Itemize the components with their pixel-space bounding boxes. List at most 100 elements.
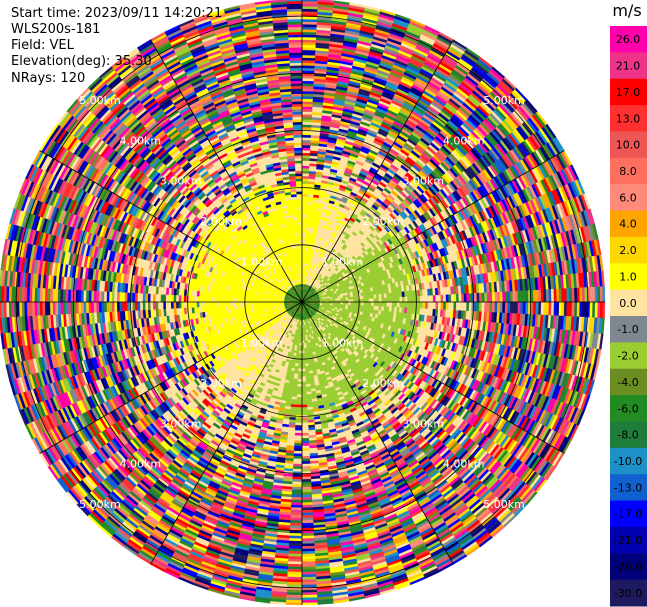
velocity-cell <box>363 298 367 303</box>
velocity-cell <box>360 295 364 300</box>
velocity-cell <box>301 245 306 249</box>
velocity-cell <box>468 292 472 303</box>
velocity-cell <box>301 114 313 118</box>
velocity-cell <box>301 219 307 223</box>
velocity-cell <box>502 291 506 303</box>
velocity-cell <box>301 0 319 2</box>
velocity-cell <box>365 294 369 299</box>
velocity-cell <box>435 294 439 303</box>
velocity-cell <box>301 142 311 146</box>
velocity-cell <box>440 294 444 303</box>
velocity-cell <box>303 258 307 262</box>
velocity-cell <box>294 232 299 236</box>
velocity-cell <box>290 93 303 97</box>
velocity-cell <box>293 142 303 146</box>
velocity-cell <box>290 88 303 92</box>
velocity-cell <box>458 293 462 303</box>
velocity-cell <box>297 214 303 218</box>
velocity-cell <box>301 121 312 125</box>
velocity-cell <box>301 191 308 195</box>
velocity-cell <box>296 247 300 252</box>
velocity-cell <box>301 98 313 102</box>
velocity-cell <box>295 240 300 244</box>
velocity-cell <box>301 222 307 226</box>
velocity-cell <box>368 294 372 299</box>
velocity-cell <box>301 108 313 113</box>
velocity-cell <box>291 98 303 102</box>
velocity-cell <box>293 144 303 149</box>
velocity-cell <box>301 160 310 164</box>
velocity-cell <box>301 211 307 215</box>
velocity-cell <box>301 175 309 179</box>
velocity-cell <box>291 96 303 100</box>
velocity-cell <box>371 298 375 303</box>
velocity-cell <box>301 214 307 218</box>
velocity-cell <box>294 157 303 161</box>
velocity-cell <box>301 157 310 161</box>
velocity-cell <box>305 232 310 236</box>
velocity-cell <box>420 295 424 303</box>
velocity-cell <box>404 296 408 303</box>
velocity-cell <box>417 295 421 303</box>
velocity-cell <box>376 297 380 303</box>
velocity-cell <box>296 196 303 200</box>
velocity-cell <box>301 170 310 174</box>
velocity-cell <box>484 292 488 303</box>
velocity-cell <box>301 139 311 143</box>
velocity-cell <box>353 298 357 303</box>
velocity-cell <box>291 114 303 118</box>
velocity-cell <box>373 297 377 303</box>
velocity-cell <box>461 293 465 303</box>
velocity-cell <box>292 132 303 136</box>
velocity-cell <box>294 165 303 169</box>
velocity-cell <box>292 116 303 120</box>
velocity-cell <box>293 147 303 151</box>
velocity-cell <box>497 291 501 303</box>
velocity-cell <box>602 285 606 303</box>
velocity-cell <box>291 108 303 113</box>
velocity-cell <box>291 101 303 105</box>
velocity-cell <box>290 90 303 95</box>
velocity-cell <box>301 216 307 220</box>
velocity-cell <box>355 295 359 300</box>
velocity-cell <box>301 237 306 241</box>
velocity-cell <box>298 245 303 249</box>
velocity-cell <box>295 180 303 184</box>
velocity-cell <box>301 168 310 172</box>
velocity-cell <box>298 234 303 238</box>
velocity-cell <box>301 103 313 107</box>
velocity-cell <box>512 290 516 303</box>
velocity-cell <box>297 227 303 231</box>
velocity-cell <box>301 132 312 136</box>
velocity-cell <box>304 255 308 259</box>
velocity-cell <box>294 235 299 239</box>
velocity-cell <box>301 250 305 254</box>
velocity-cell <box>301 193 308 197</box>
velocity-cell <box>430 294 434 303</box>
velocity-cell <box>402 296 406 303</box>
velocity-cell <box>301 137 311 141</box>
velocity-cell <box>297 219 303 223</box>
velocity-cell <box>296 201 303 205</box>
velocity-cell <box>305 237 309 241</box>
velocity-cell <box>301 116 312 120</box>
velocity-cell <box>294 170 303 174</box>
velocity-cell <box>476 292 480 303</box>
velocity-cell <box>301 204 308 208</box>
velocity-cell <box>432 294 436 303</box>
velocity-cell <box>301 247 306 251</box>
velocity-cell <box>301 227 307 231</box>
velocity-cell <box>301 144 311 149</box>
velocity-cell <box>453 293 457 303</box>
velocity-cell <box>301 162 310 167</box>
velocity-cell <box>296 250 300 254</box>
velocity-cell <box>466 293 470 303</box>
velocity-cell <box>304 240 309 244</box>
velocity-cell <box>386 297 390 303</box>
velocity-cell <box>303 260 307 264</box>
velocity-cell <box>399 296 403 303</box>
velocity-cell <box>504 291 508 303</box>
velocity-cell <box>293 150 303 154</box>
velocity-cell <box>292 121 303 125</box>
